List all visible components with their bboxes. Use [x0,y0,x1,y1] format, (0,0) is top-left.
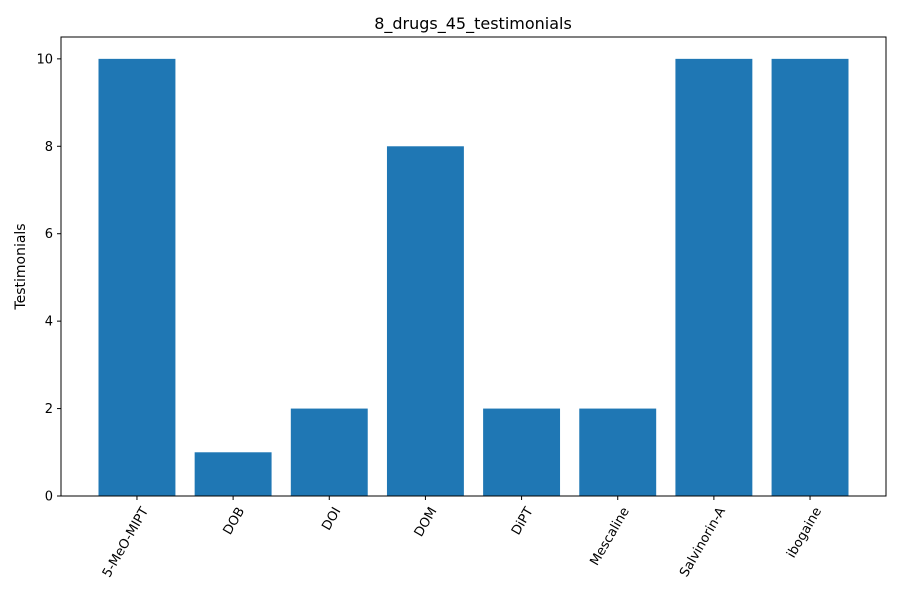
bar-mescaline [579,408,657,496]
bar-ibogaine [771,58,849,496]
plot-frame [60,36,887,497]
y-tick-label: 2 [45,402,53,417]
bar-dipt [483,408,561,496]
x-tick-label: DOB [221,505,249,538]
x-tick-label: DiPT [509,505,537,538]
x-tick-label: DOM [412,505,441,540]
bar-dom [386,146,464,497]
x-axis: 5-MeO-MIPT DOB DOI DOM DiPT Mescaline Salvinor… [100,496,825,580]
x-tick-label: DOI [319,505,344,533]
chart-title: 8_drugs_45_testimonials [374,14,572,34]
y-tick-label: 6 [45,227,53,242]
y-tick-label: 4 [45,315,53,330]
x-tick-label: 5-MeO-MIPT [100,505,152,580]
x-tick-label: ibogaine [784,505,825,561]
x-tick-label: Salvinorin-A [677,505,729,580]
bars-group [98,58,849,497]
y-tick-label: 8 [45,140,53,155]
bar-dob [194,452,272,496]
bar-5-meo-mipt [98,58,176,496]
y-tick-label: 10 [36,52,53,67]
y-axis: 0 2 4 6 8 10 [36,52,61,505]
y-axis-title: Testimonials [13,223,29,310]
bar-doi [290,408,368,496]
bar-salvinorin-a [675,58,753,496]
y-tick-label: 0 [45,490,53,505]
x-tick-label: Mescaline [588,505,633,568]
